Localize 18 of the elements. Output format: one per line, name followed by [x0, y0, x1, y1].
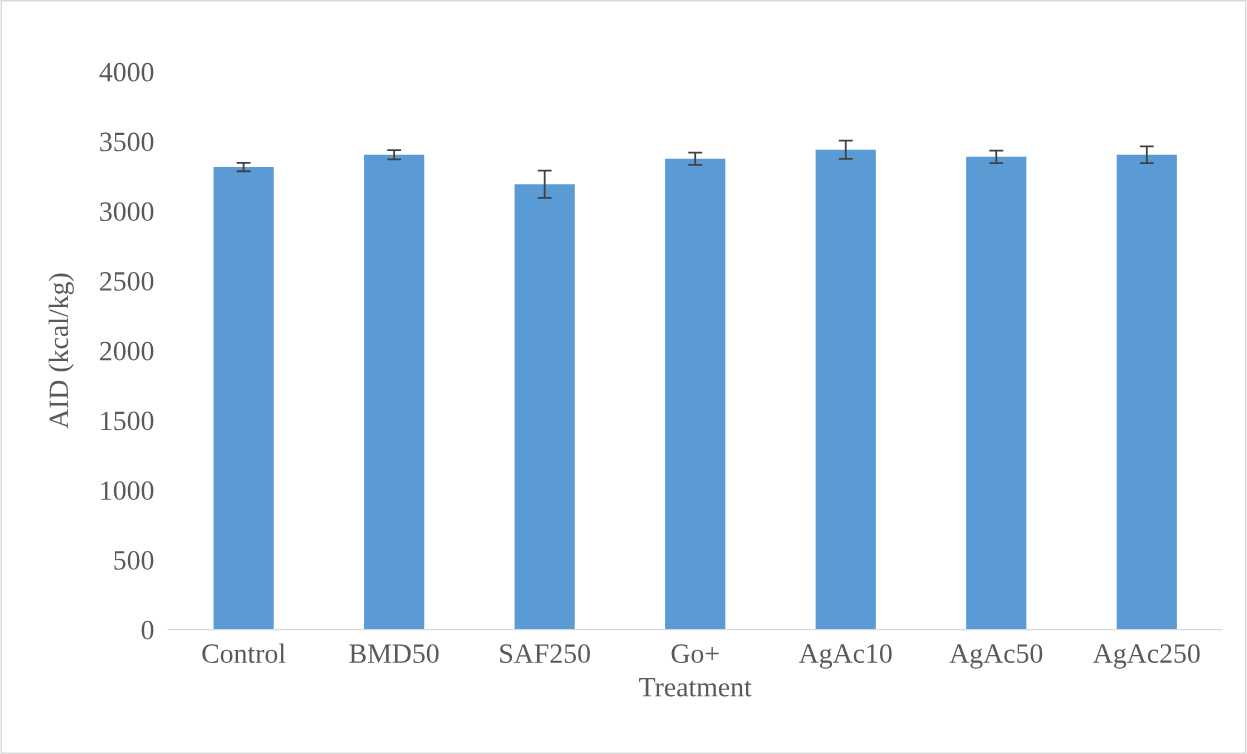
y-tick-label: 500	[114, 551, 154, 570]
y-tick-label: 4000	[99, 62, 154, 82]
x-tick-label: SAF250	[500, 644, 590, 664]
y-tick-label: 1000	[101, 481, 154, 501]
y-axis-title: AID (kcal/kg)	[48, 273, 74, 429]
x-tick-label: AgAc50	[949, 644, 1043, 669]
x-tick-label: Control	[202, 643, 286, 664]
x-tick-label: Go+	[671, 644, 719, 664]
y-tick-label: 3500	[100, 132, 154, 152]
y-tick-label: 3000	[100, 202, 154, 222]
y-tick-label: 2000	[100, 341, 154, 361]
x-axis-title: Treatment	[639, 678, 752, 697]
y-tick-label: 0	[141, 620, 154, 640]
x-tick-label: BMD50	[349, 644, 439, 664]
y-tick-label: 2500	[100, 272, 154, 291]
x-tick-label: AgAc10	[798, 644, 892, 669]
x-tick-label: AgAc250	[1093, 644, 1200, 669]
y-tick-label: 1500	[101, 411, 154, 431]
